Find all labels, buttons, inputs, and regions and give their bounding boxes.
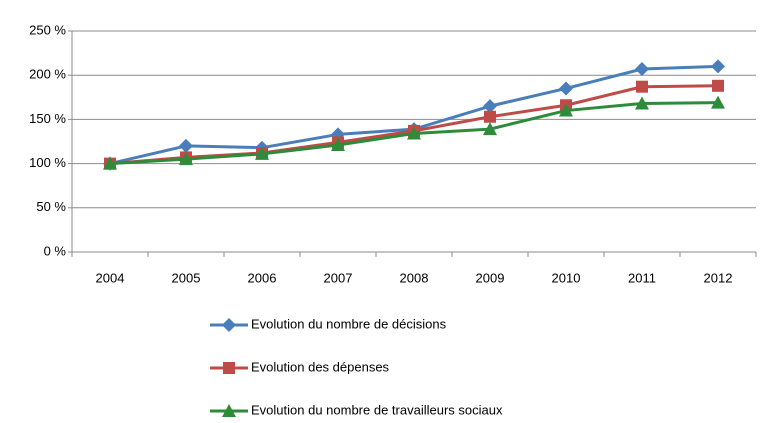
series-line: [109, 64, 719, 166]
x-tick-label: 2007: [324, 270, 353, 285]
y-tick-label: 0 %: [44, 243, 67, 258]
y-tick-label: 150 %: [29, 111, 66, 126]
y-tick-label: 50 %: [36, 199, 66, 214]
marker: [635, 96, 649, 110]
legend-marker: [222, 318, 236, 332]
marker: [103, 156, 117, 170]
x-tick-label: 2008: [400, 270, 429, 285]
y-tick-label: 250 %: [29, 22, 66, 37]
marker: [635, 62, 649, 77]
x-tick-label: 2010: [552, 270, 581, 285]
y-tick-label: 200 %: [29, 67, 66, 82]
x-tick-label: 2012: [704, 270, 733, 285]
marker: [711, 95, 725, 109]
legend-label: Evolution du nombre de décisions: [251, 316, 447, 331]
legend-marker: [222, 404, 236, 417]
legend-label: Evolution du nombre de travailleurs soci…: [251, 402, 503, 417]
marker: [483, 122, 497, 136]
marker: [179, 138, 193, 153]
marker: [407, 126, 421, 140]
marker: [559, 103, 573, 117]
marker: [331, 138, 345, 152]
x-tick-label: 2011: [628, 270, 656, 285]
legend-marker: [223, 362, 235, 374]
x-tick-label: 2004: [96, 270, 125, 285]
marker: [483, 99, 497, 114]
marker: [559, 81, 573, 96]
x-tick-label: 2009: [476, 270, 505, 285]
marker: [711, 59, 725, 74]
y-tick-label: 100 %: [29, 155, 66, 170]
marker: [179, 152, 193, 166]
marker: [712, 79, 724, 92]
x-tick-label: 2005: [172, 270, 201, 285]
marker: [255, 146, 269, 160]
marker: [484, 110, 496, 123]
legend-label: Evolution des dépenses: [251, 359, 390, 374]
marker: [636, 80, 648, 93]
x-tick-label: 2006: [248, 270, 277, 285]
